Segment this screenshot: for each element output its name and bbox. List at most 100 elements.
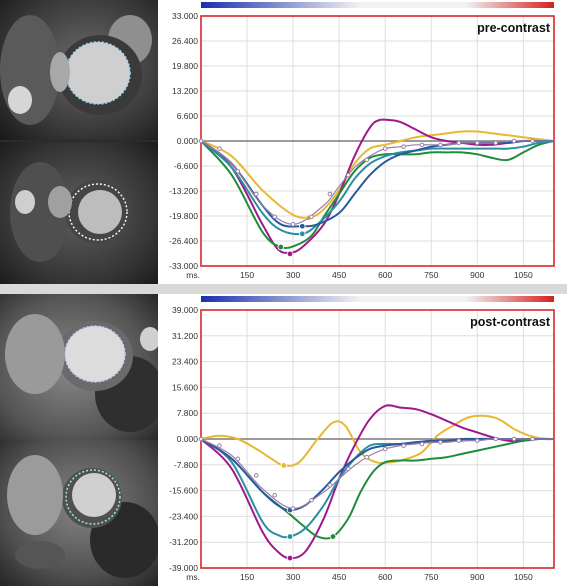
y-tick-label: 15.600 [172, 382, 198, 392]
x-tick-label: 1050 [514, 270, 533, 280]
series-marker-grey [309, 214, 314, 220]
series-marker-grey [438, 440, 443, 445]
series-marker-grey [217, 146, 222, 151]
mri-image-pre-1 [0, 0, 158, 140]
y-tick-label: 31.200 [172, 331, 198, 341]
chart-title: post-contrast [470, 315, 551, 329]
series-marker-grey [474, 140, 480, 146]
y-tick-label: -33.000 [169, 261, 198, 271]
y-tick-label: 39.000 [172, 305, 198, 315]
post-contrast-strain-chart: 39.000 31.200 23.400 15.600 7.800 0.000 -7.800… [158, 294, 567, 586]
y-tick-label: -19.800 [169, 211, 198, 221]
series-line-grey [200, 438, 554, 510]
series-marker-grey [382, 446, 388, 452]
series-marker-grey [530, 138, 535, 144]
series-marker-grey [419, 142, 425, 148]
series-marker-grey [235, 456, 241, 462]
x-tick-label: 300 [286, 270, 300, 280]
x-tick-label: 450 [332, 270, 346, 280]
y-tick-label: 33.000 [172, 11, 198, 21]
series-marker-grey [198, 138, 204, 144]
y-tick-label: -15.600 [169, 486, 198, 496]
series-marker-grey [530, 436, 535, 442]
y-tick-label: -39.000 [169, 563, 198, 573]
series-line-blue [200, 139, 554, 228]
series-marker-green [329, 533, 337, 540]
series-marker-grey [272, 214, 277, 220]
series-marker-blue [299, 223, 306, 230]
x-tick-label: 750 [424, 572, 438, 582]
color-gradient-bar-icon [201, 2, 554, 8]
mri-image-pre-2 [0, 142, 158, 284]
series-line-yellow [200, 130, 555, 219]
series-marker-grey [327, 483, 333, 488]
pre-contrast-strain-chart: 33.000 26.400 19.800 13.200 6.600 0.000 -6.600… [158, 0, 567, 284]
series-marker-grey [272, 492, 277, 498]
series-marker-grey [327, 191, 333, 197]
series-marker-grey [217, 443, 222, 448]
mri-image-post-2 [0, 440, 158, 586]
y-tick-label: 19.800 [172, 61, 198, 71]
post-contrast-mri-column [0, 294, 172, 586]
x-tick-label: 1050 [514, 572, 533, 582]
y-tick-label: -31.200 [169, 537, 198, 547]
x-unit-label: ms. [186, 270, 200, 280]
series-marker-grey [235, 169, 241, 174]
pre-contrast-chart: 33.000 26.400 19.800 13.200 6.600 0.000 -6.600… [158, 0, 567, 284]
y-tick-label: 23.400 [172, 357, 198, 367]
x-tick-label: 150 [240, 572, 254, 582]
x-tick-label: 750 [424, 270, 438, 280]
y-tick-label: -7.800 [174, 460, 198, 470]
series-marker-grey [346, 172, 351, 178]
series-marker-grey [419, 441, 425, 447]
series-marker-purple [286, 250, 294, 258]
y-tick-label: 0.000 [177, 136, 199, 146]
y-tick-label: -23.400 [169, 511, 198, 521]
y-tick-label: 26.400 [172, 36, 198, 46]
x-tick-label: 300 [286, 572, 300, 582]
series-marker-grey [438, 142, 443, 148]
pre-contrast-panel: 33.000 26.400 19.800 13.200 6.600 0.000 -6.600… [0, 0, 567, 284]
series-line-green [200, 437, 555, 540]
y-tick-label: -26.400 [169, 236, 198, 246]
x-tick-label: 450 [332, 572, 346, 582]
post-contrast-panel: 39.000 31.200 23.400 15.600 7.800 0.000 -7.800… [0, 294, 567, 586]
mri-image-post-1 [0, 294, 158, 440]
series-marker-grey [401, 443, 406, 448]
post-contrast-chart: 39.000 31.200 23.400 15.600 7.800 0.000 -7.800… [158, 294, 567, 586]
series-marker-grey [511, 436, 517, 442]
y-tick-label: 7.800 [177, 408, 199, 418]
x-unit-label: ms. [186, 572, 200, 582]
series-marker-yellow [280, 462, 288, 469]
series-line-teal [200, 140, 555, 236]
pre-contrast-mri-column [0, 0, 172, 284]
series-marker-grey [364, 454, 370, 460]
series-marker-grey [364, 157, 370, 163]
series-marker-green [277, 243, 285, 251]
series-marker-grey [493, 436, 498, 442]
y-tick-label: -6.600 [174, 161, 198, 171]
series-marker-grey [346, 466, 351, 472]
series-marker-grey [290, 506, 296, 511]
series-marker-grey [474, 438, 480, 443]
series-marker-teal [286, 533, 294, 540]
series-marker-grey [456, 140, 462, 146]
chart-title: pre-contrast [477, 21, 551, 35]
series-marker-grey [382, 146, 388, 151]
series-marker-grey [511, 138, 517, 144]
series-marker-teal [299, 230, 306, 238]
x-tick-label: 150 [240, 270, 254, 280]
series-marker-grey [253, 473, 259, 478]
series-marker-purple [286, 554, 294, 562]
series-marker-grey [253, 191, 259, 197]
series-marker-grey [493, 140, 498, 146]
y-tick-label: 6.600 [177, 111, 199, 121]
y-tick-label: -13.200 [169, 186, 198, 196]
color-gradient-bar-icon [201, 296, 554, 302]
x-tick-label: 900 [470, 572, 484, 582]
x-tick-label: 900 [470, 270, 484, 280]
series-marker-grey [198, 436, 204, 442]
x-tick-label: 600 [378, 572, 392, 582]
series-marker-grey [401, 144, 406, 149]
series-line-grey [200, 140, 554, 225]
